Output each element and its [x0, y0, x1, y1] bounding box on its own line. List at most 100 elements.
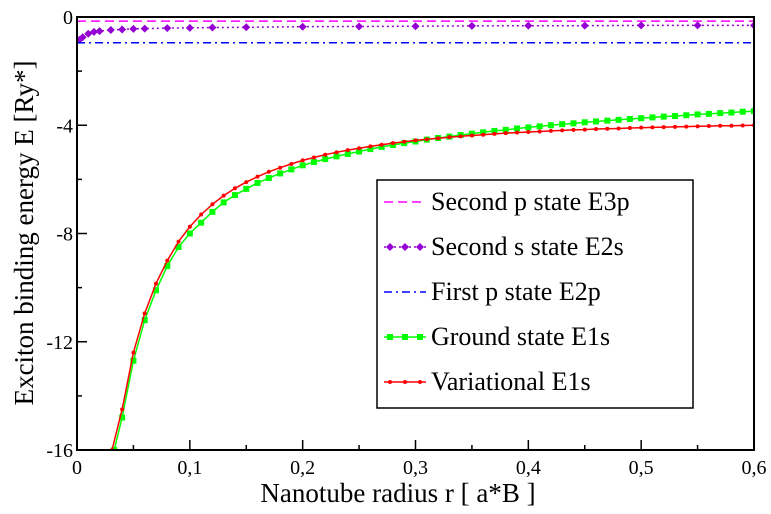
data-point — [536, 123, 543, 130]
data-point — [130, 357, 137, 364]
data-point — [660, 113, 667, 120]
y-tick-label: -8 — [56, 224, 73, 246]
series-1 — [77, 21, 754, 45]
data-point — [277, 170, 284, 177]
data-point — [401, 243, 409, 251]
data-point — [142, 311, 147, 316]
data-point — [254, 179, 261, 186]
data-point — [547, 122, 554, 129]
data-point — [367, 146, 374, 153]
data-point — [627, 125, 632, 130]
data-point — [111, 447, 118, 450]
data-point — [502, 126, 509, 133]
legend-entry: Second s state E2s — [384, 232, 624, 261]
data-point — [514, 125, 521, 132]
data-point — [344, 150, 351, 157]
data-point — [615, 116, 622, 123]
series-layer — [77, 20, 754, 450]
x-tick-label: 0,5 — [629, 457, 654, 479]
data-point — [209, 208, 216, 215]
x-tick-label: 0,2 — [290, 457, 315, 479]
x-tick-label: 0,6 — [742, 457, 767, 479]
data-point — [580, 21, 589, 30]
data-point — [140, 24, 149, 33]
data-point — [436, 136, 441, 141]
data-point — [570, 120, 577, 127]
data-point — [593, 118, 600, 125]
data-point — [199, 212, 204, 217]
data-point — [386, 243, 394, 251]
data-point — [278, 165, 283, 170]
data-point — [403, 380, 407, 384]
data-point — [333, 153, 340, 160]
data-point — [559, 121, 566, 128]
data-point — [418, 380, 422, 384]
data-point — [560, 128, 565, 133]
data-point — [78, 33, 87, 42]
data-point — [548, 128, 553, 133]
legend: Second p state E3p Second s state E2s Firs… — [376, 179, 694, 409]
y-tick-label: 0 — [63, 7, 73, 29]
data-point — [322, 156, 329, 163]
data-point — [129, 24, 138, 33]
data-point — [650, 125, 655, 130]
data-point — [458, 134, 463, 139]
data-point — [243, 185, 250, 192]
data-point — [334, 150, 339, 155]
data-point — [402, 334, 408, 340]
data-point — [120, 407, 125, 412]
data-point — [673, 124, 678, 129]
data-point — [379, 142, 384, 147]
data-point — [165, 258, 170, 263]
data-point — [672, 113, 679, 120]
data-point — [705, 110, 712, 117]
data-point — [387, 334, 393, 340]
legend-label: Variational E1s — [431, 367, 591, 396]
data-point — [186, 230, 193, 237]
legend-label: Second s state E2s — [431, 232, 624, 261]
data-point — [728, 109, 735, 116]
data-point — [693, 21, 702, 30]
legend-entry: First p state E2p — [384, 277, 601, 306]
data-point — [388, 380, 392, 384]
data-point — [581, 119, 588, 126]
data-point — [717, 110, 724, 117]
data-point — [503, 131, 508, 136]
data-point — [649, 114, 656, 121]
data-point — [289, 161, 294, 166]
data-point — [356, 148, 363, 155]
legend-entry: Ground state E1s — [384, 322, 610, 351]
legend-label: First p state E2p — [431, 277, 601, 306]
y-tick-label: -4 — [56, 115, 73, 137]
data-point — [232, 186, 237, 191]
data-point — [310, 159, 317, 166]
data-point — [718, 123, 723, 128]
data-point — [417, 334, 423, 340]
legend-entry: Variational E1s — [384, 367, 591, 396]
data-point — [355, 22, 364, 31]
data-point — [152, 287, 159, 294]
data-point — [469, 133, 474, 138]
data-point — [231, 192, 238, 199]
data-point — [571, 127, 576, 132]
legend-entry: Second p state E3p — [384, 187, 630, 216]
data-point — [706, 124, 711, 129]
data-point — [524, 21, 533, 30]
x-tick-label: 0,1 — [177, 457, 202, 479]
data-point — [740, 123, 745, 128]
data-point — [491, 127, 498, 134]
data-point — [119, 414, 126, 421]
legend-label: Ground state E1s — [431, 322, 610, 351]
data-point — [187, 224, 192, 229]
data-point — [447, 135, 452, 140]
series-4 — [109, 123, 754, 450]
data-point — [300, 158, 305, 163]
data-point — [481, 132, 486, 137]
data-point — [605, 126, 610, 131]
data-point — [604, 117, 611, 124]
x-tick-label: 0,3 — [403, 457, 428, 479]
data-point — [299, 162, 306, 169]
data-point — [164, 262, 171, 269]
data-point — [298, 22, 307, 31]
data-point — [84, 29, 93, 38]
